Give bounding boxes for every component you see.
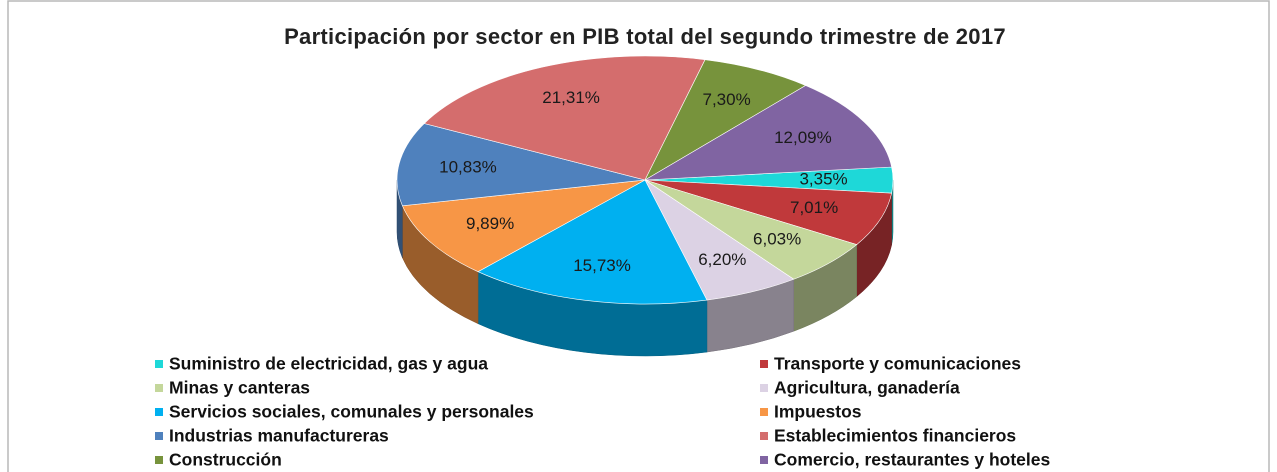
legend-label: Transporte y comunicaciones [774,354,1021,374]
legend-swatch [155,408,163,416]
legend-swatch [760,432,768,440]
slice [396,123,646,207]
data-label: 10,83% [439,158,497,177]
slice [644,85,893,181]
legend: Suministro de electricidad, gas y agua Tr… [155,354,1050,470]
legend-swatch [760,456,768,464]
data-label: 6,20% [698,250,746,269]
legend-swatch [760,384,768,392]
data-label: 12,09% [774,128,832,147]
data-label: 3,35% [799,170,847,189]
slice [644,59,807,181]
legend-swatch [155,432,163,440]
legend-swatch [760,408,768,416]
legend-label: Servicios sociales, comunales y personal… [169,402,534,422]
data-label: 15,73% [573,256,631,275]
pie: 3,35% 7,01% 6,03% 6,20% 15,73% 9,89% 10,83% 21,… [396,55,894,357]
legend-swatch [155,360,163,368]
legend-label: Comercio, restaurantes y hoteles [774,450,1050,470]
slice [477,179,708,305]
chart-title: Participación por sector en PIB total de… [284,24,1006,49]
legend-label: Establecimientos financieros [774,426,1016,446]
slice [401,179,646,273]
legend-swatch [155,456,163,464]
data-label: 21,31% [542,88,600,107]
legend-label: Industrias manufactureras [169,426,389,446]
legend-swatch [155,384,163,392]
legend-label: Suministro de electricidad, gas y agua [169,354,488,374]
data-label: 7,30% [702,90,750,109]
legend-label: Construcción [169,450,282,470]
data-label: 6,03% [753,230,801,249]
legend-label: Impuestos [774,402,862,422]
slice [423,55,706,181]
slice [644,179,892,245]
legend-label: Agricultura, ganadería [774,378,960,398]
data-label: 9,89% [466,214,514,233]
legend-label: Minas y canteras [169,378,310,398]
legend-swatch [760,360,768,368]
data-label: 7,01% [790,198,838,217]
